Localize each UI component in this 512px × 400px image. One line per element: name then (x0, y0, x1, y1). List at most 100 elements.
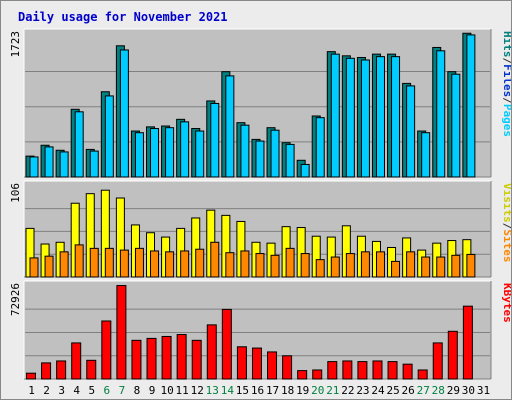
sites-bar (285, 247, 295, 278)
kbytes-bar (357, 361, 368, 380)
kbytes-bar (26, 372, 36, 380)
files-bar (391, 56, 401, 178)
x-tick-label: 15 (236, 384, 249, 397)
kbytes-bar (432, 342, 443, 380)
sites-bar (180, 250, 190, 278)
legend-item: / (501, 223, 511, 230)
kbytes-bar (297, 370, 308, 380)
files-bar (285, 143, 295, 178)
kbytes-bar (267, 351, 278, 380)
visits-sites-panel: 106 Visits/Sites (9, 180, 511, 278)
files-bar (375, 56, 385, 178)
kbytes-bar (146, 337, 157, 380)
x-tick-label: 4 (73, 384, 80, 397)
kbytes-panel: 72926 KBytes (9, 280, 511, 380)
files-bar (315, 117, 325, 178)
sites-bar (270, 254, 280, 278)
files-bar (104, 95, 114, 178)
kbytes-bar (176, 334, 187, 380)
kbytes-bar (41, 362, 52, 380)
kbytes-bar (462, 305, 473, 380)
kbytes-bar (342, 360, 353, 380)
files-bar (360, 59, 370, 178)
x-tick-label: 6 (104, 384, 111, 397)
files-bar (240, 124, 250, 178)
sites-bar (255, 253, 265, 278)
sites-bar (391, 260, 401, 278)
x-axis-labels: 1 2 3 4 5 6 7 8 9 10 11 12 13 14 15 16 17 18 19 20 21 22 23 24 2… (28, 384, 490, 397)
sites-bar (406, 251, 416, 278)
files-bar (345, 57, 355, 178)
sites-bar (74, 244, 84, 278)
sites-bar (436, 256, 446, 278)
sites-bar (315, 259, 325, 278)
kbytes-bar (312, 369, 323, 380)
x-tick-label: 2 (43, 384, 50, 397)
sites-bar (210, 241, 220, 278)
x-tick-label: 30 (462, 384, 475, 397)
x-tick-label: 22 (341, 384, 354, 397)
files-bar (451, 73, 461, 178)
x-tick-label: 20 (311, 384, 324, 397)
x-tick-label: 26 (402, 384, 415, 397)
sites-bar (44, 255, 54, 278)
kbytes-bar (191, 339, 202, 380)
kbytes-bar (402, 363, 413, 380)
sites-bar (29, 257, 39, 278)
files-bar (300, 163, 310, 178)
visits-sites-legend: Visits/Sites (501, 183, 511, 263)
kbytes-legend: KBytes (501, 283, 511, 323)
kbytes-bar (86, 359, 97, 380)
sites-bar (466, 253, 476, 278)
kbytes-bar (417, 369, 428, 380)
sites-bar (59, 251, 69, 278)
kbytes-bar (221, 308, 232, 380)
kbytes-bar (447, 330, 458, 380)
x-tick-label: 9 (149, 384, 156, 397)
x-tick-label: 1 (28, 384, 35, 397)
x-tick-label: 21 (326, 384, 339, 397)
files-bar (29, 156, 39, 178)
legend-item: KBytes (501, 283, 511, 323)
files-bar (466, 34, 476, 178)
sites-bar (195, 248, 205, 278)
sites-bar (119, 249, 129, 278)
legend-item: / (501, 58, 511, 65)
files-bar (225, 75, 235, 178)
sites-bar (89, 247, 99, 278)
sites-bar (150, 250, 160, 278)
kbytes-bar (206, 324, 217, 380)
x-tick-label: 11 (176, 384, 189, 397)
legend-item: Sites (501, 229, 511, 262)
y-max-label: 106 (9, 183, 22, 203)
sites-bar (375, 251, 385, 278)
y-max-label: 1723 (9, 31, 22, 58)
sites-bar (330, 256, 340, 278)
x-tick-label: 25 (386, 384, 399, 397)
sites-bar (300, 253, 310, 278)
x-tick-label: 7 (119, 384, 126, 397)
sites-bar (360, 251, 370, 278)
files-bar (406, 85, 416, 178)
sites-bar (104, 247, 114, 278)
legend-item: / (501, 97, 511, 104)
x-tick-label: 3 (58, 384, 65, 397)
legend-item: Pages (501, 104, 511, 137)
x-tick-label: 19 (296, 384, 309, 397)
kbytes-bar (116, 285, 127, 380)
files-bar (134, 132, 144, 178)
kbytes-bar (161, 335, 172, 380)
files-bar (165, 127, 175, 178)
files-bar (119, 49, 129, 178)
x-tick-label: 12 (191, 384, 204, 397)
kbytes-bar (236, 346, 247, 380)
kbytes-bar (372, 360, 383, 380)
kbytes-bar (131, 339, 142, 380)
x-tick-label: 27 (417, 384, 430, 397)
x-tick-label: 29 (447, 384, 460, 397)
files-bar (255, 140, 265, 178)
legend-item: Hits (501, 31, 511, 58)
files-bar (59, 151, 69, 178)
